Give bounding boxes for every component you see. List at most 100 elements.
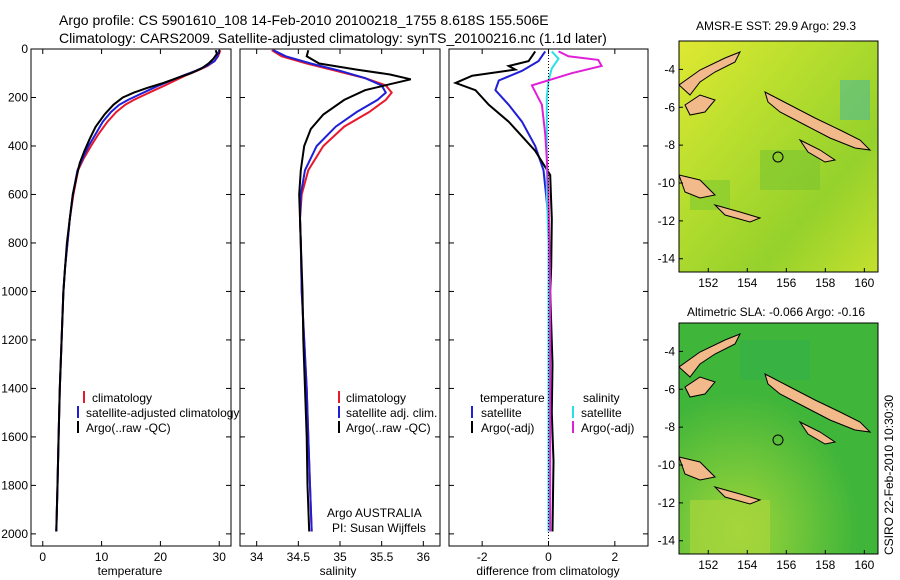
legend-label-sal-argo: Argo(-adj) — [581, 421, 634, 435]
annotation-institution: Argo AUSTRALIA — [327, 506, 422, 520]
argo-position-marker — [772, 434, 784, 446]
depth-tick-label: 1200 — [1, 333, 28, 347]
sst-map-ytick-label: -6 — [664, 100, 675, 114]
difference-xlabel: difference from climatology — [476, 564, 619, 578]
difference-series-0 — [494, 50, 550, 532]
sst-map-ytick-label: -14 — [658, 252, 676, 266]
sst-map-ytick-label: -8 — [664, 138, 675, 152]
profile-plots: 0 10 20 30 34 34.5 35 35.5 36 -2 0 2 — [31, 48, 648, 564]
temperature-series-1 — [55, 49, 221, 532]
sla-map-xtick-label: 156 — [776, 558, 796, 572]
sst-map: AMSR-E SST: 29.9 Argo: 29.3 152 154 156 158… — [658, 19, 879, 290]
sst-map-ytick-label: -4 — [664, 62, 675, 76]
salinity-xtick-label: 36 — [417, 550, 431, 564]
sst-map-xtick-label: 156 — [776, 276, 796, 290]
difference-series-3 — [530, 50, 604, 532]
sla-map-xtick-label: 154 — [737, 558, 757, 572]
legend-label-temp-argo: Argo(-adj) — [481, 421, 534, 435]
sla-map-frame — [678, 322, 879, 555]
temperature-axes — [30, 48, 232, 547]
sla-patch — [690, 500, 770, 554]
depth-tick-label: 0 — [21, 42, 28, 56]
salinity-series-2 — [298, 49, 412, 532]
legend-label-argo: Argo(..raw -QC) — [346, 421, 431, 435]
sst-map-xtick-label: 160 — [854, 276, 874, 290]
sla-land-south — [679, 456, 762, 505]
sst-land-south — [679, 174, 762, 223]
salinity-xlabel: salinity — [320, 564, 357, 578]
sla-map-ytick-label: -12 — [658, 496, 676, 510]
depth-tick-label: 200 — [8, 90, 28, 104]
depth-tick-label: 2000 — [1, 527, 28, 541]
salinity-xtick-label: 35 — [333, 550, 347, 564]
legend-label-climatology: climatology — [92, 391, 152, 405]
salinity-xtick-label: 34.5 — [287, 550, 311, 564]
depth-tick-labels: 0 200 400 600 800 1000 1200 1400 1600 1800 2000 — [1, 42, 28, 541]
temperature-xtick-label: 20 — [154, 550, 168, 564]
sla-land-islands — [798, 420, 837, 445]
difference-series-2 — [545, 50, 560, 532]
temperature-xlabel: temperature — [98, 564, 163, 578]
difference-xtick-label: 0 — [545, 550, 552, 564]
sla-tick-labels: 152 154 156 158 160 -4 -6 -8 -10 -12 -14 — [658, 344, 875, 572]
sla-map-xtick-label: 160 — [854, 558, 874, 572]
legend-header-temperature: temperature — [480, 391, 545, 405]
difference-xtick-label: 2 — [611, 550, 618, 564]
sst-map-title: AMSR-E SST: 29.9 Argo: 29.3 — [696, 19, 856, 33]
sla-patch — [740, 340, 810, 380]
sla-land-new-britain — [679, 333, 742, 378]
sla-map-xtick-label: 152 — [698, 558, 718, 572]
sla-map-ytick-label: -4 — [664, 344, 675, 358]
temperature-xtick-label: 0 — [39, 550, 46, 564]
salinity-legend: climatology satellite adj. clim. Argo(..… — [327, 391, 437, 535]
argo-position-marker — [772, 151, 784, 163]
legend-label-sal-satellite: satellite — [581, 406, 622, 420]
sst-land-islands — [798, 138, 837, 163]
sla-map-ytick-label: -14 — [658, 534, 676, 548]
side-timestamp-label: CSIRO 22-Feb-2010 10:30:30 — [882, 395, 896, 555]
salinity-xtick-label: 34 — [250, 550, 264, 564]
sst-map-xtick-label: 158 — [815, 276, 835, 290]
legend-label-satellite: satellite adj. clim. — [346, 406, 437, 420]
depth-tick-label: 1800 — [1, 478, 28, 492]
salinity-series-0 — [271, 49, 393, 532]
depth-tick-label: 1600 — [1, 430, 28, 444]
difference-xtick-label: -2 — [477, 550, 488, 564]
sst-map-frame — [678, 40, 879, 273]
difference-legend: temperature salinity satellite Argo(-adj… — [471, 391, 634, 435]
depth-tick-label: 400 — [8, 139, 28, 153]
legend-label-climatology: climatology — [346, 391, 406, 405]
sst-patch — [760, 150, 820, 190]
temperature-xtick-label: 10 — [95, 550, 109, 564]
annotation-pi: PI: Susan Wijffels — [332, 521, 426, 535]
depth-tick-label: 1000 — [1, 284, 28, 298]
difference-series-1 — [452, 50, 555, 532]
sla-map: Altimetric SLA: -0.066 Argo: -0.16 152 15… — [658, 305, 879, 572]
figure-title-line2: Climatology: CARS2009. Satellite-adjuste… — [59, 30, 607, 46]
salinity-series-1 — [272, 49, 388, 532]
sst-map-xtick-label: 152 — [698, 276, 718, 290]
temperature-series-2 — [55, 49, 219, 532]
temperature-xtick-label: 30 — [213, 550, 227, 564]
depth-tick-label: 800 — [8, 236, 28, 250]
sla-map-ytick-label: -6 — [664, 382, 675, 396]
sla-land-png — [684, 376, 716, 398]
sst-land-png — [684, 94, 716, 116]
legend-label-temp-satellite: satellite — [481, 406, 522, 420]
sst-map-ytick-label: -10 — [658, 176, 676, 190]
depth-tick-label: 600 — [8, 187, 28, 201]
sst-map-xtick-label: 154 — [737, 276, 757, 290]
sla-map-ytick-label: -10 — [658, 458, 676, 472]
sst-land-new-britain — [679, 51, 742, 96]
sst-patch — [840, 80, 870, 120]
sla-map-ytick-label: -8 — [664, 420, 675, 434]
sla-map-title: Altimetric SLA: -0.066 Argo: -0.16 — [687, 305, 865, 319]
sst-map-ytick-label: -12 — [658, 214, 676, 228]
sst-land-bougainville — [764, 91, 872, 151]
legend-header-salinity: salinity — [583, 391, 620, 405]
salinity-xtick-label: 35.5 — [370, 550, 394, 564]
sst-tick-labels: 152 154 156 158 160 -4 -6 -8 -10 -12 -14 — [658, 62, 875, 290]
figure-title-line1: Argo profile: CS 5901610_108 14-Feb-2010… — [59, 12, 549, 28]
sla-map-xtick-label: 158 — [815, 558, 835, 572]
